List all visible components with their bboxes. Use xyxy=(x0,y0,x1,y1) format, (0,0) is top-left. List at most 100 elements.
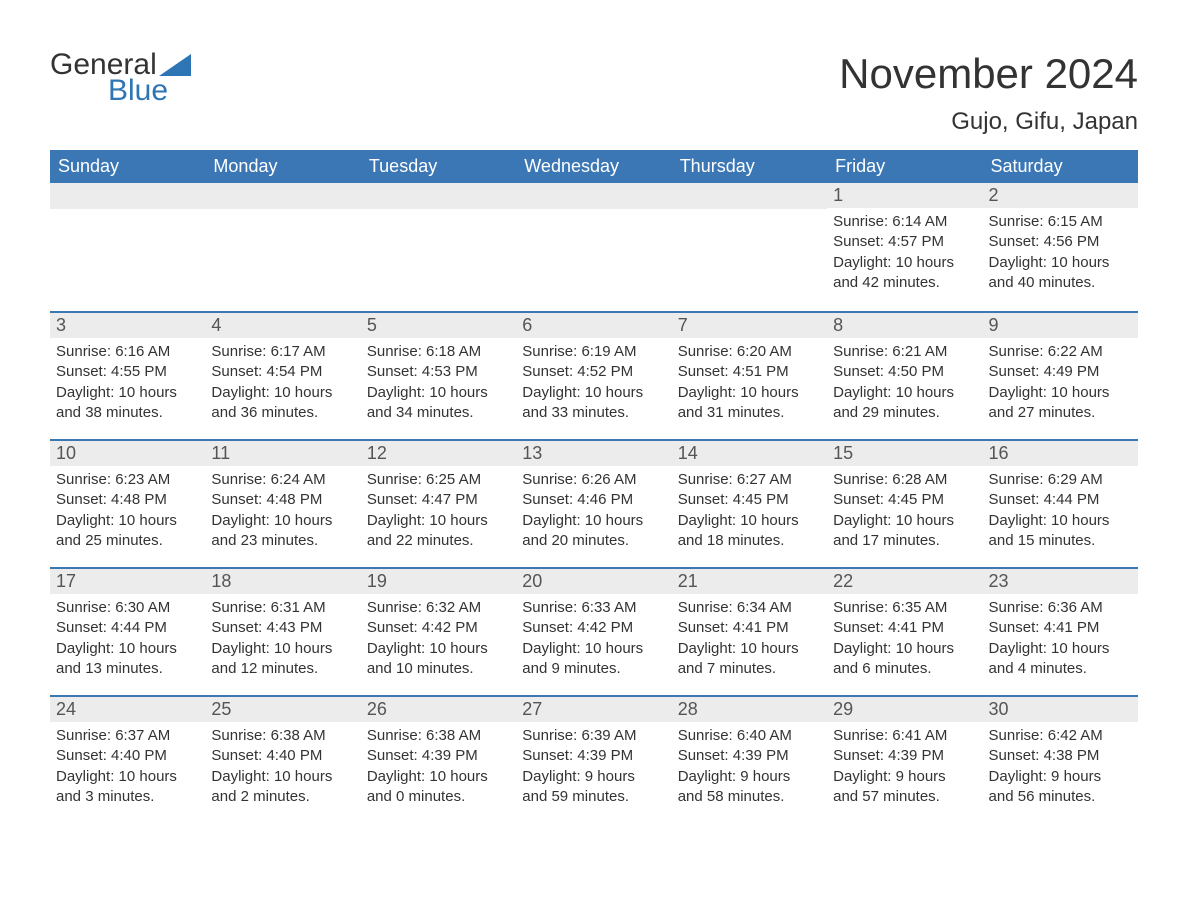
calendar-weeks: 1Sunrise: 6:14 AMSunset: 4:57 PMDaylight… xyxy=(50,183,1138,823)
day-body: Sunrise: 6:29 AMSunset: 4:44 PMDaylight:… xyxy=(983,466,1138,561)
sunrise-text: Sunrise: 6:30 AM xyxy=(56,598,199,618)
daylight-line1: Daylight: 9 hours xyxy=(833,767,976,787)
daylight-line1: Daylight: 10 hours xyxy=(522,511,665,531)
sunrise-text: Sunrise: 6:19 AM xyxy=(522,342,665,362)
day-cell: 24Sunrise: 6:37 AMSunset: 4:40 PMDayligh… xyxy=(50,697,205,823)
sunset-text: Sunset: 4:52 PM xyxy=(522,362,665,382)
day-cell: 10Sunrise: 6:23 AMSunset: 4:48 PMDayligh… xyxy=(50,441,205,567)
daylight-line2: and 7 minutes. xyxy=(678,659,821,679)
daylight-line2: and 18 minutes. xyxy=(678,531,821,551)
location-label: Gujo, Gifu, Japan xyxy=(839,108,1138,136)
day-cell: 21Sunrise: 6:34 AMSunset: 4:41 PMDayligh… xyxy=(672,569,827,695)
day-body: Sunrise: 6:34 AMSunset: 4:41 PMDaylight:… xyxy=(672,594,827,689)
daylight-line1: Daylight: 9 hours xyxy=(522,767,665,787)
daylight-line1: Daylight: 10 hours xyxy=(56,511,199,531)
day-body: Sunrise: 6:39 AMSunset: 4:39 PMDaylight:… xyxy=(516,722,671,817)
daylight-line2: and 10 minutes. xyxy=(367,659,510,679)
daylight-line2: and 6 minutes. xyxy=(833,659,976,679)
day-number: 20 xyxy=(516,569,671,594)
day-cell: 27Sunrise: 6:39 AMSunset: 4:39 PMDayligh… xyxy=(516,697,671,823)
daylight-line2: and 42 minutes. xyxy=(833,273,976,293)
daylight-line1: Daylight: 10 hours xyxy=(989,639,1132,659)
daylight-line1: Daylight: 10 hours xyxy=(833,253,976,273)
day-cell: 1Sunrise: 6:14 AMSunset: 4:57 PMDaylight… xyxy=(827,183,982,311)
day-cell: 2Sunrise: 6:15 AMSunset: 4:56 PMDaylight… xyxy=(983,183,1138,311)
day-body: Sunrise: 6:28 AMSunset: 4:45 PMDaylight:… xyxy=(827,466,982,561)
daylight-line1: Daylight: 10 hours xyxy=(833,383,976,403)
daylight-line2: and 20 minutes. xyxy=(522,531,665,551)
sunset-text: Sunset: 4:44 PM xyxy=(989,490,1132,510)
daylight-line1: Daylight: 10 hours xyxy=(211,639,354,659)
daylight-line2: and 59 minutes. xyxy=(522,787,665,807)
day-number: 13 xyxy=(516,441,671,466)
sunrise-text: Sunrise: 6:21 AM xyxy=(833,342,976,362)
daylight-line2: and 22 minutes. xyxy=(367,531,510,551)
sunset-text: Sunset: 4:40 PM xyxy=(56,746,199,766)
sunrise-text: Sunrise: 6:38 AM xyxy=(367,726,510,746)
sunset-text: Sunset: 4:48 PM xyxy=(211,490,354,510)
daylight-line1: Daylight: 10 hours xyxy=(522,639,665,659)
daylight-line1: Daylight: 10 hours xyxy=(367,383,510,403)
weekday-header: Wednesday xyxy=(516,150,671,183)
weekday-header: Tuesday xyxy=(361,150,516,183)
daylight-line2: and 27 minutes. xyxy=(989,403,1132,423)
page-header: General Blue November 2024 Gujo, Gifu, J… xyxy=(50,50,1138,136)
daylight-line2: and 17 minutes. xyxy=(833,531,976,551)
day-number: 14 xyxy=(672,441,827,466)
sunrise-text: Sunrise: 6:32 AM xyxy=(367,598,510,618)
day-cell: 12Sunrise: 6:25 AMSunset: 4:47 PMDayligh… xyxy=(361,441,516,567)
day-cell: 6Sunrise: 6:19 AMSunset: 4:52 PMDaylight… xyxy=(516,313,671,439)
sunset-text: Sunset: 4:44 PM xyxy=(56,618,199,638)
sunrise-text: Sunrise: 6:14 AM xyxy=(833,212,976,232)
day-number: 3 xyxy=(50,313,205,338)
day-body: Sunrise: 6:33 AMSunset: 4:42 PMDaylight:… xyxy=(516,594,671,689)
sunset-text: Sunset: 4:54 PM xyxy=(211,362,354,382)
day-cell: 8Sunrise: 6:21 AMSunset: 4:50 PMDaylight… xyxy=(827,313,982,439)
day-body: Sunrise: 6:24 AMSunset: 4:48 PMDaylight:… xyxy=(205,466,360,561)
daylight-line1: Daylight: 10 hours xyxy=(211,511,354,531)
sunset-text: Sunset: 4:45 PM xyxy=(833,490,976,510)
daylight-line1: Daylight: 10 hours xyxy=(367,639,510,659)
sunset-text: Sunset: 4:57 PM xyxy=(833,232,976,252)
day-number: 15 xyxy=(827,441,982,466)
daylight-line2: and 36 minutes. xyxy=(211,403,354,423)
daylight-line1: Daylight: 10 hours xyxy=(367,511,510,531)
weekday-header: Monday xyxy=(205,150,360,183)
day-number: 30 xyxy=(983,697,1138,722)
sunrise-text: Sunrise: 6:42 AM xyxy=(989,726,1132,746)
day-cell: 13Sunrise: 6:26 AMSunset: 4:46 PMDayligh… xyxy=(516,441,671,567)
brand-word-blue: Blue xyxy=(108,76,191,106)
day-body: Sunrise: 6:31 AMSunset: 4:43 PMDaylight:… xyxy=(205,594,360,689)
day-cell: 16Sunrise: 6:29 AMSunset: 4:44 PMDayligh… xyxy=(983,441,1138,567)
day-body: Sunrise: 6:21 AMSunset: 4:50 PMDaylight:… xyxy=(827,338,982,433)
sunset-text: Sunset: 4:39 PM xyxy=(678,746,821,766)
day-body: Sunrise: 6:17 AMSunset: 4:54 PMDaylight:… xyxy=(205,338,360,433)
daylight-line1: Daylight: 10 hours xyxy=(989,383,1132,403)
day-cell: 26Sunrise: 6:38 AMSunset: 4:39 PMDayligh… xyxy=(361,697,516,823)
daylight-line1: Daylight: 10 hours xyxy=(678,511,821,531)
day-body: Sunrise: 6:16 AMSunset: 4:55 PMDaylight:… xyxy=(50,338,205,433)
day-cell: 14Sunrise: 6:27 AMSunset: 4:45 PMDayligh… xyxy=(672,441,827,567)
day-cell: 15Sunrise: 6:28 AMSunset: 4:45 PMDayligh… xyxy=(827,441,982,567)
day-number: 8 xyxy=(827,313,982,338)
day-body: Sunrise: 6:19 AMSunset: 4:52 PMDaylight:… xyxy=(516,338,671,433)
day-number: 16 xyxy=(983,441,1138,466)
sunrise-text: Sunrise: 6:34 AM xyxy=(678,598,821,618)
calendar-week: 1Sunrise: 6:14 AMSunset: 4:57 PMDaylight… xyxy=(50,183,1138,311)
empty-day-bar xyxy=(50,183,205,209)
day-number: 25 xyxy=(205,697,360,722)
calendar-week: 17 Sunrise: 6:30 AMSunset: 4:44 PM Dayligh… xyxy=(50,567,1138,695)
day-number: 17 xyxy=(50,569,205,594)
sunset-text: Sunset: 4:42 PM xyxy=(367,618,510,638)
day-body: Sunrise: 6:18 AMSunset: 4:53 PMDaylight:… xyxy=(361,338,516,433)
day-cell xyxy=(50,183,205,311)
day-cell: 28Sunrise: 6:40 AMSunset: 4:39 PMDayligh… xyxy=(672,697,827,823)
day-cell: 4Sunrise: 6:17 AMSunset: 4:54 PMDaylight… xyxy=(205,313,360,439)
day-cell: 29Sunrise: 6:41 AMSunset: 4:39 PMDayligh… xyxy=(827,697,982,823)
day-cell xyxy=(205,183,360,311)
daylight-line2: and 4 minutes. xyxy=(989,659,1132,679)
day-body: Sunrise: 6:35 AMSunset: 4:41 PMDaylight:… xyxy=(827,594,982,689)
empty-day-bar xyxy=(361,183,516,209)
sunset-text: Sunset: 4:39 PM xyxy=(833,746,976,766)
daylight-line2: and 38 minutes. xyxy=(56,403,199,423)
